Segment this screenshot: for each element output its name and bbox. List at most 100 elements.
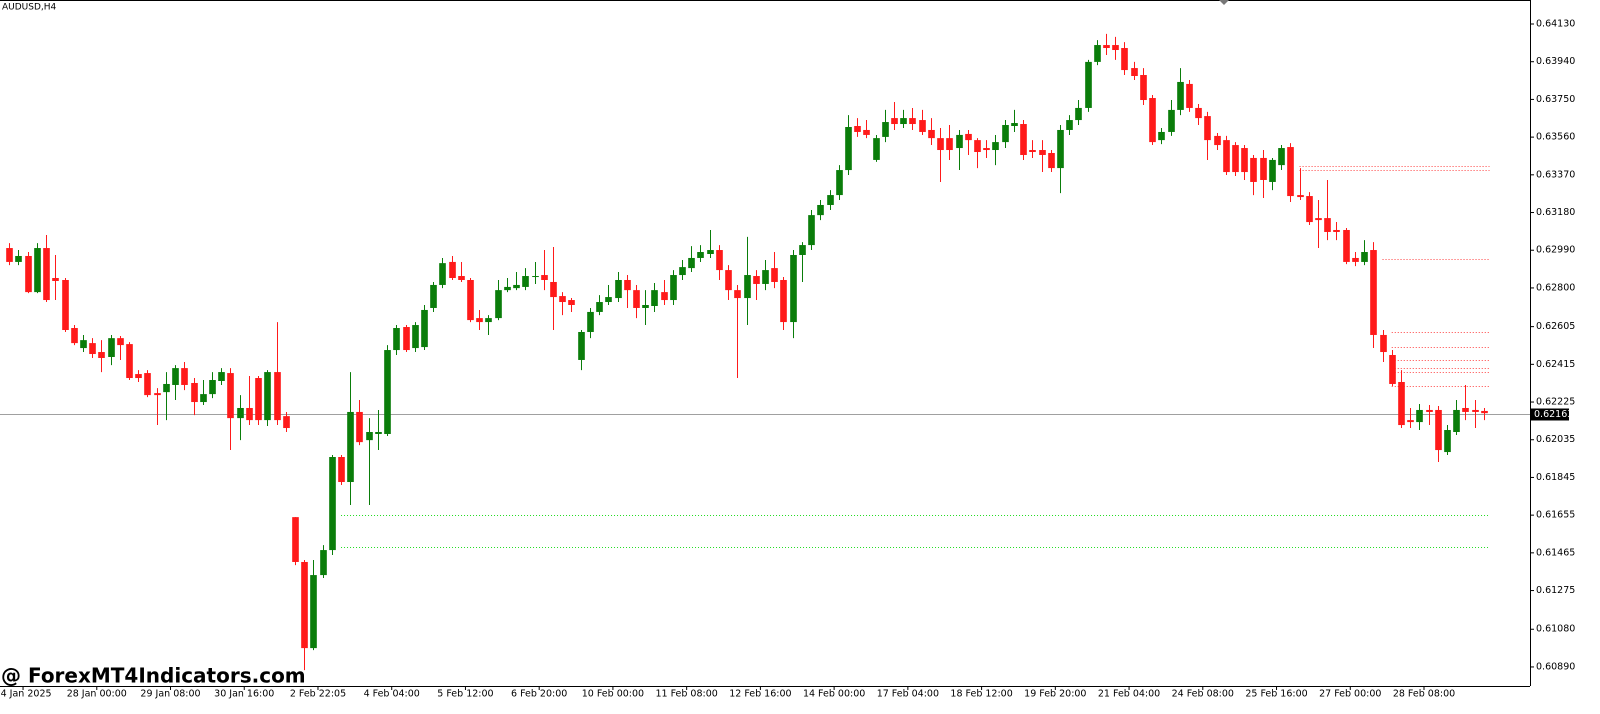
candle-body xyxy=(688,257,695,269)
x-tick-label: 30 Jan 16:00 xyxy=(214,689,274,700)
candle-body xyxy=(1066,120,1073,130)
candle-body xyxy=(909,118,916,125)
candle-body xyxy=(181,368,188,385)
candle-body xyxy=(882,122,889,137)
candle-body xyxy=(1398,381,1405,426)
candle-body xyxy=(1343,229,1350,262)
candle-body xyxy=(1149,98,1156,143)
candle-body xyxy=(992,142,999,151)
candle-body xyxy=(661,292,668,301)
candle-body xyxy=(817,204,824,216)
candle-body xyxy=(1389,355,1396,384)
x-tick-label: 2 Feb 22:05 xyxy=(290,689,346,700)
candle-body xyxy=(1361,252,1368,262)
x-tick-label: 27 Feb 00:00 xyxy=(1319,689,1381,700)
candle-body xyxy=(430,284,437,308)
candle-body xyxy=(919,120,926,132)
candle-body xyxy=(163,383,170,393)
candle-body xyxy=(485,318,492,323)
candle-body xyxy=(1131,68,1138,77)
candle-body xyxy=(642,304,649,308)
candle-body xyxy=(1315,218,1322,221)
candle-body xyxy=(80,340,87,349)
candle-body xyxy=(1453,409,1460,432)
candle-body xyxy=(550,281,557,298)
x-tick-label: 25 Feb 16:00 xyxy=(1245,689,1307,700)
candle-body xyxy=(1158,131,1165,141)
y-tick-label: 0.62415 xyxy=(1536,359,1575,370)
candle-body xyxy=(237,407,244,419)
y-tick-label: 0.63180 xyxy=(1536,207,1575,218)
candle-body xyxy=(568,300,575,305)
candle-body xyxy=(98,352,105,358)
candle-body xyxy=(753,276,760,284)
x-tick-label: 24 Jan 2025 xyxy=(0,689,52,700)
candle-body xyxy=(504,286,511,291)
x-tick-label: 18 Feb 12:00 xyxy=(950,689,1012,700)
candle-body xyxy=(1352,257,1359,262)
candle-body xyxy=(1121,48,1128,71)
candle-body xyxy=(1426,409,1433,412)
x-tick-label: 11 Feb 08:00 xyxy=(655,689,717,700)
candle-body xyxy=(1195,107,1202,119)
candle-body xyxy=(393,328,400,351)
candle-body xyxy=(476,318,483,323)
candle-body xyxy=(25,255,32,293)
candle-body xyxy=(1407,420,1414,423)
candle-body xyxy=(1241,148,1248,173)
candle-body xyxy=(965,133,972,141)
candle-body xyxy=(403,327,410,351)
candle-body xyxy=(928,129,935,139)
candle-body xyxy=(255,378,262,421)
y-tick-label: 0.63560 xyxy=(1536,132,1575,143)
candle-body xyxy=(863,129,870,135)
candle-body xyxy=(1177,81,1184,110)
candle-body xyxy=(52,278,59,281)
candle-body xyxy=(716,250,723,271)
candle-body xyxy=(771,268,778,282)
candle-body xyxy=(301,561,308,649)
candle-body xyxy=(1416,409,1423,423)
candle-body xyxy=(375,431,382,434)
candle-body xyxy=(946,138,953,151)
candle-body xyxy=(1094,45,1101,62)
candle-body xyxy=(172,368,179,385)
candle-body xyxy=(559,296,566,303)
candle-body xyxy=(135,374,142,379)
candle-body xyxy=(1075,107,1082,121)
candle-body xyxy=(1103,45,1110,49)
candle-body xyxy=(449,261,456,279)
last-price-label: 0.62163 xyxy=(1534,409,1573,420)
x-tick-label: 12 Feb 16:00 xyxy=(729,689,791,700)
candle-body xyxy=(43,248,50,301)
last-price-box xyxy=(1531,408,1569,421)
candle-body xyxy=(1002,125,1009,143)
candle-body xyxy=(513,284,520,289)
chart-title: AUDUSD,H4 xyxy=(2,3,57,13)
candle-body xyxy=(421,309,428,348)
candle-body xyxy=(596,302,603,312)
candle-body xyxy=(209,380,216,395)
candle-body xyxy=(200,394,207,403)
candle-body xyxy=(126,344,133,379)
candle-body xyxy=(117,338,124,346)
candle-body xyxy=(292,517,299,562)
candle-body xyxy=(347,411,354,483)
candle-body xyxy=(1048,152,1055,169)
x-tick-label: 28 Feb 08:00 xyxy=(1393,689,1455,700)
candle-body xyxy=(873,138,880,160)
candle-body xyxy=(62,279,69,331)
candle-body xyxy=(937,138,944,151)
candle-body xyxy=(1020,124,1027,155)
y-tick-label: 0.61465 xyxy=(1536,547,1575,558)
x-tick-label: 21 Feb 04:00 xyxy=(1098,689,1160,700)
candle-body xyxy=(845,127,852,171)
candle-body xyxy=(1112,45,1119,51)
x-tick-label: 24 Feb 08:00 xyxy=(1172,689,1234,700)
candle-body xyxy=(762,270,769,284)
candle-body xyxy=(1057,129,1064,169)
candle-body xyxy=(587,311,594,332)
candle-body xyxy=(679,267,686,276)
candle-body xyxy=(651,290,658,306)
